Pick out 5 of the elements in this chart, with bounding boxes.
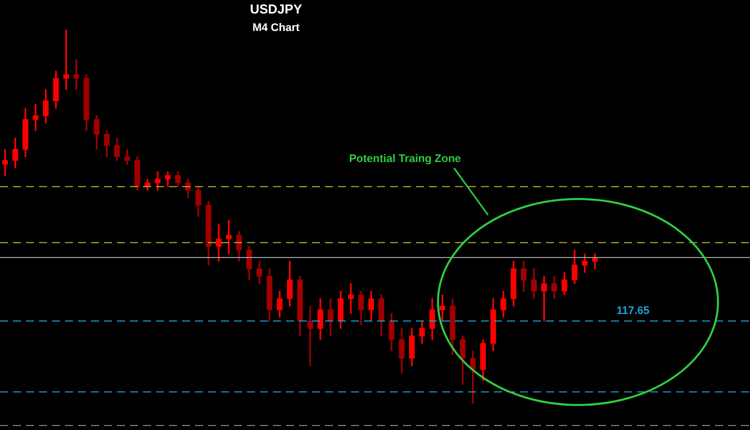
chart-subtitle: M4 Chart [252, 22, 300, 34]
annotation: Potential Traing Zone [349, 153, 461, 166]
candlestick [541, 276, 547, 322]
text: 117.65 [616, 305, 650, 318]
chart-title: USDJPY [250, 2, 302, 17]
